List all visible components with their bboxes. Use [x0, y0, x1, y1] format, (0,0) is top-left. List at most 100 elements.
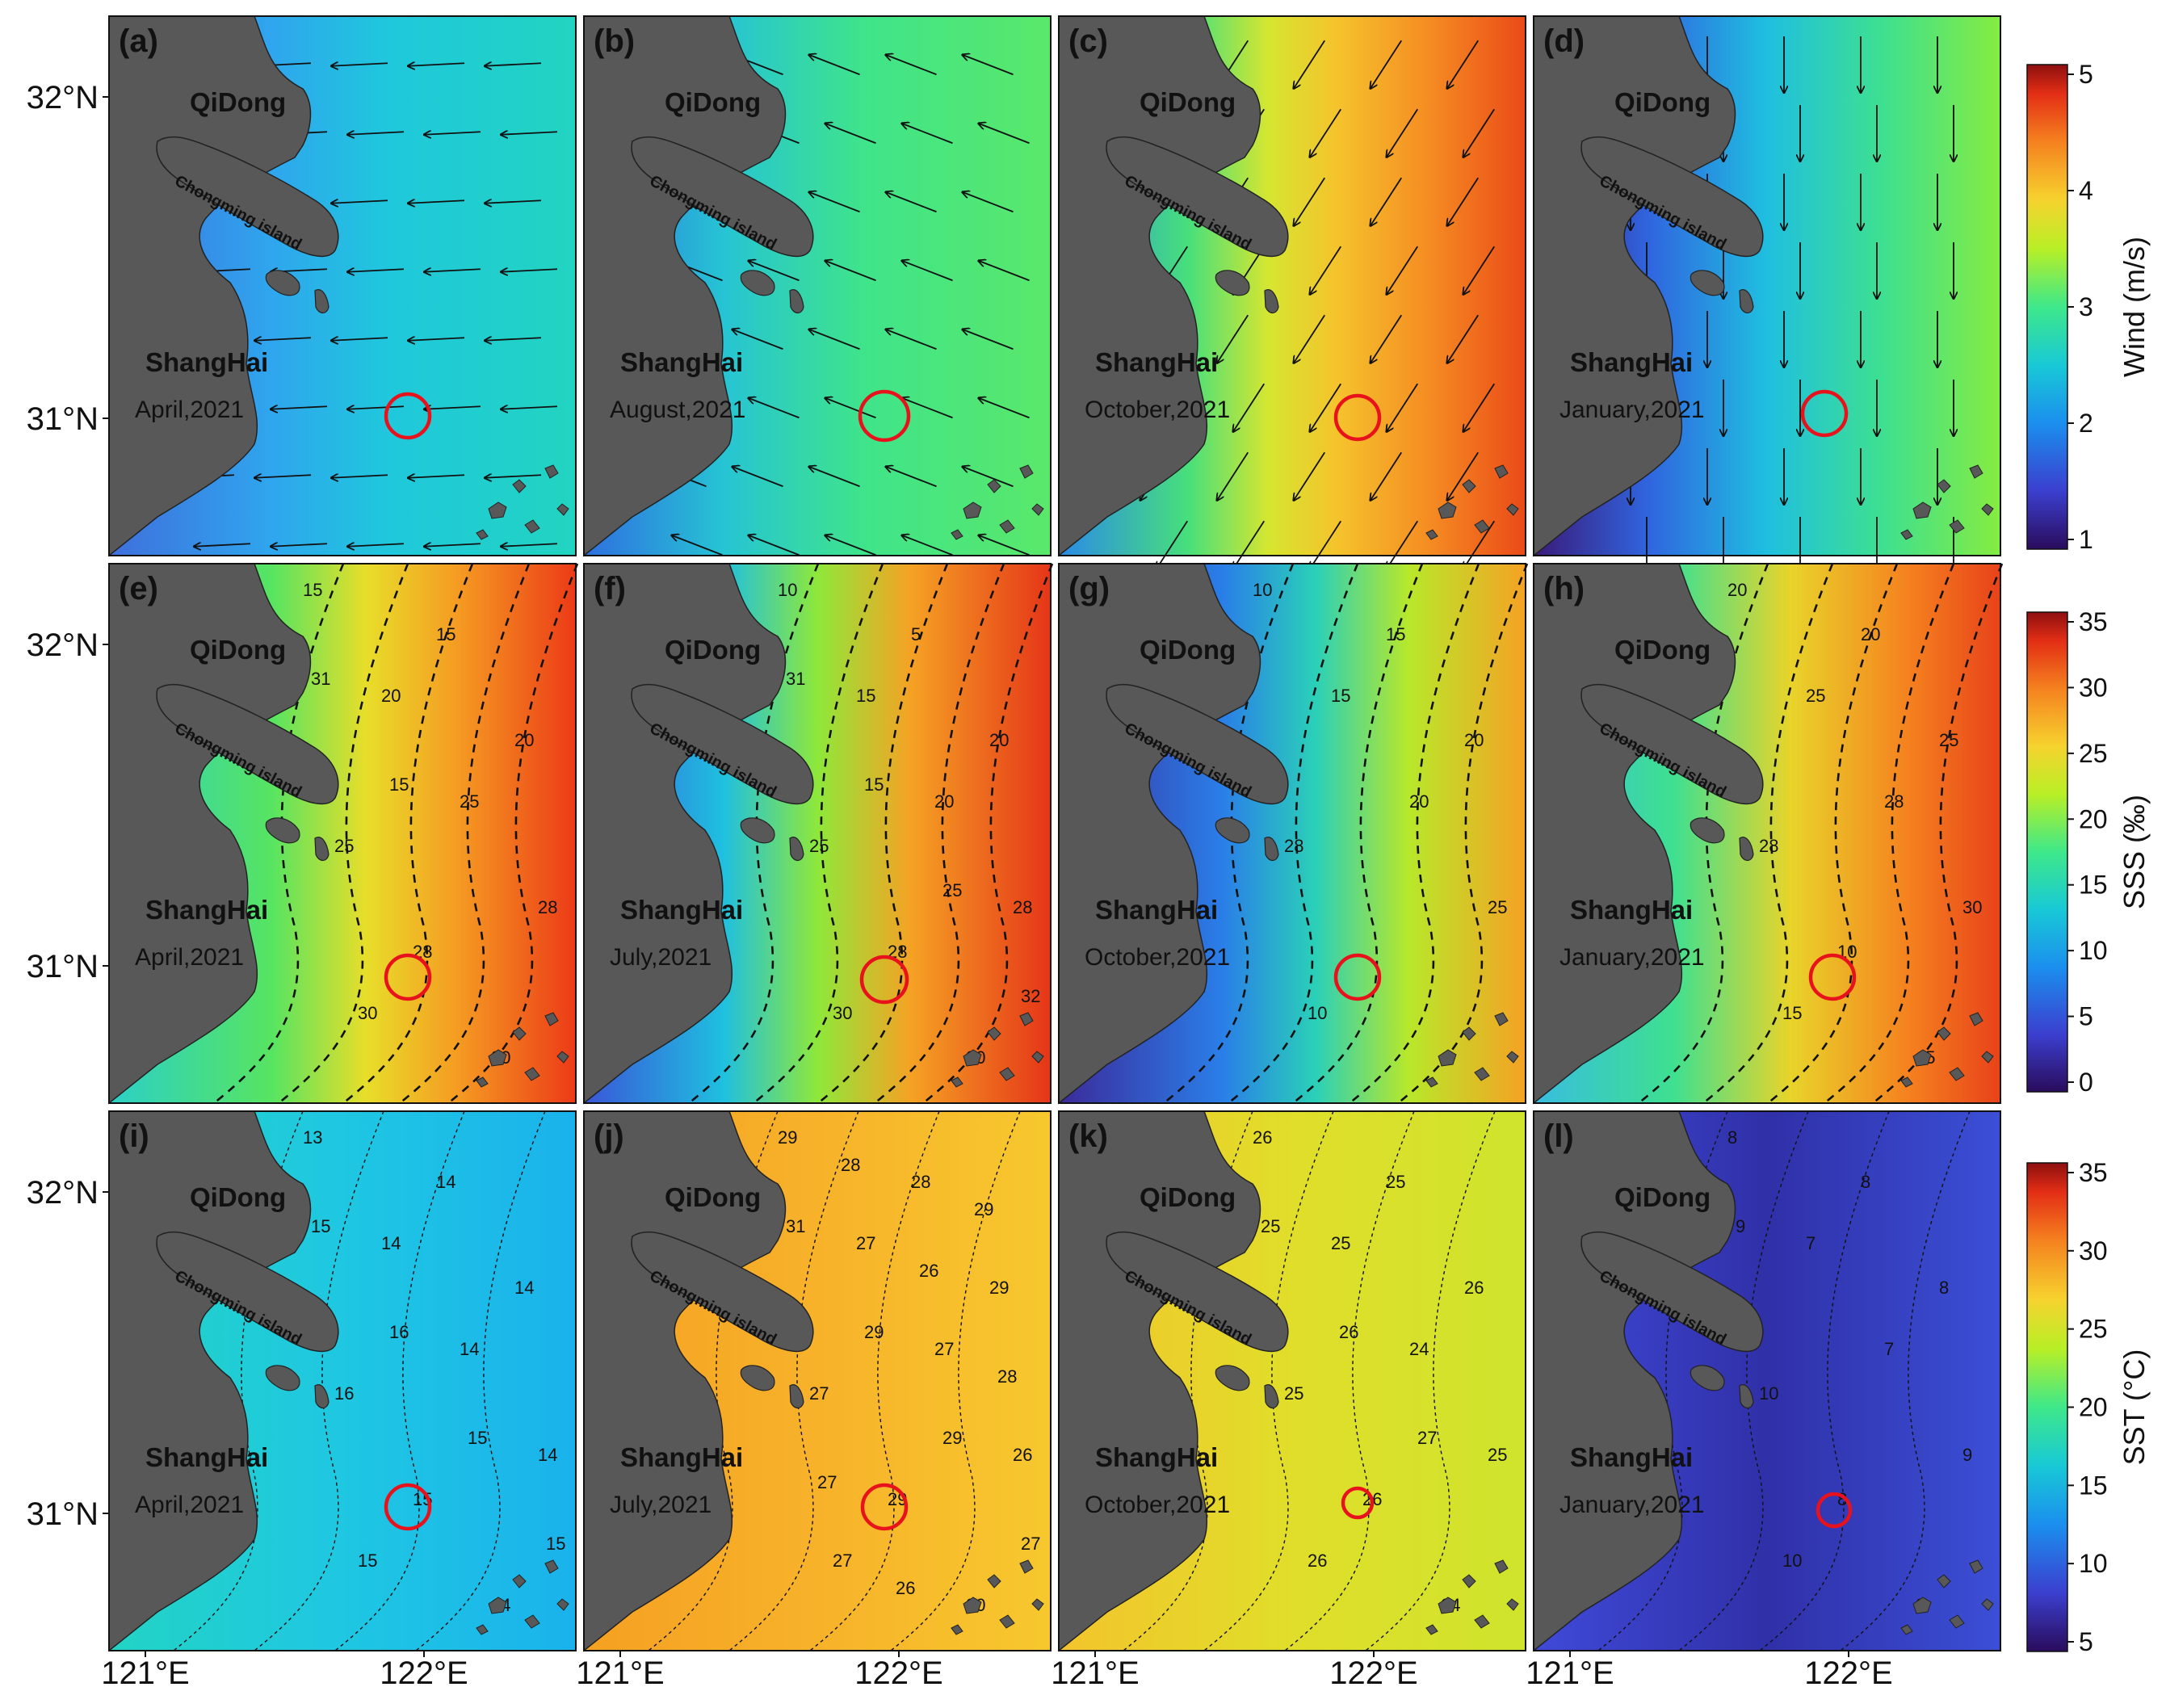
offshore-islet [1438, 501, 1457, 519]
panel-label: (h) [1543, 571, 1585, 606]
label-qidong: QiDong [665, 87, 761, 117]
contour-label: 28 [538, 897, 557, 917]
offshore-islet [1506, 1051, 1519, 1064]
panel-frame [108, 1110, 577, 1651]
chongming-island [156, 683, 339, 805]
contour-label: 27 [1417, 1428, 1437, 1448]
offshore-islet [512, 479, 527, 493]
wind-arrow [1371, 314, 1403, 363]
wind-arrow [408, 200, 465, 204]
colorbar-ramp [2026, 611, 2068, 1093]
contour-label: 15 [436, 624, 455, 644]
contour-label: 31 [786, 1216, 805, 1236]
panel-label: (b) [594, 23, 635, 59]
label-qidong: QiDong [1614, 1182, 1711, 1212]
contour-label: 27 [817, 1472, 837, 1492]
offshore-islet [1969, 464, 1983, 479]
small-island [1215, 270, 1250, 296]
wind-arrow [1294, 451, 1326, 501]
label-shanghai: ShangHai [1570, 895, 1693, 925]
chongming-island [1106, 136, 1289, 258]
chongming-island [631, 683, 814, 805]
wind-arrow [809, 467, 860, 488]
contour-label: 26 [919, 1261, 938, 1281]
offshore-islet [987, 1026, 1001, 1041]
chongming-island [156, 1231, 339, 1353]
wind-arrow [886, 467, 937, 488]
wind-arrow [1463, 245, 1496, 295]
date-label: August,2021 [610, 397, 745, 423]
contour-label: 25 [334, 836, 354, 856]
longitude-tick-label: 121°E [1526, 1656, 1614, 1691]
contour-label: 30 [833, 1003, 852, 1023]
station-marker [1815, 1492, 1853, 1529]
contour-label: 16 [334, 1383, 354, 1404]
offshore-islet [963, 1049, 982, 1067]
contour-label: 8 [1861, 1172, 1870, 1192]
label-shanghai: ShangHai [1095, 1442, 1218, 1472]
contour-label: 15 [358, 1551, 377, 1571]
date-label: January,2021 [1559, 1492, 1705, 1518]
wind-arrow [979, 398, 1030, 419]
colorbar-tick-label: 30 [2079, 1236, 2108, 1265]
contour-label: 15 [1331, 686, 1350, 706]
contour-label: 10 [1253, 580, 1272, 600]
contour-label: 15 [1386, 624, 1405, 644]
small-island [314, 289, 330, 314]
small-island [314, 837, 330, 862]
offshore-islet [1937, 1026, 1951, 1041]
contour-label: 25 [1488, 1445, 1507, 1465]
chongming-island [1106, 1231, 1289, 1353]
offshore-islet [1019, 1559, 1034, 1574]
date-label: October,2021 [1085, 944, 1230, 971]
panel-label: (e) [119, 571, 158, 606]
offshore-islet [1474, 1067, 1490, 1081]
latitude-tick-label: 31°N [27, 949, 99, 984]
contour-label: 28 [1013, 897, 1032, 917]
wind-arrow [271, 406, 328, 409]
contour-label: 20 [989, 730, 1009, 750]
contour-label: 28 [911, 1172, 930, 1192]
small-island [265, 1365, 300, 1391]
panel-frame [583, 15, 1052, 556]
offshore-islet [1474, 519, 1490, 534]
colorbar-tick-label: 10 [2079, 1549, 2108, 1578]
station-marker [384, 1483, 432, 1531]
chongming-island [631, 136, 814, 258]
offshore-islet [1438, 1049, 1457, 1067]
label-shanghai: ShangHai [1095, 347, 1218, 377]
offshore-islet [476, 529, 489, 540]
offshore-islet [1462, 1574, 1476, 1588]
offshore-islet [524, 519, 540, 534]
offshore-islet [1969, 1012, 1983, 1026]
station-marker [1341, 1486, 1375, 1520]
offshore-islet [1019, 1012, 1034, 1026]
contour-label: 20 [381, 686, 401, 706]
colorbar-tick-label: 0 [2079, 1068, 2093, 1097]
offshore-islet [488, 1049, 507, 1067]
wind-arrow [1463, 383, 1496, 432]
label-shanghai: ShangHai [1570, 347, 1693, 377]
wind-arrow [424, 406, 481, 409]
contour-label: 28 [1284, 836, 1303, 856]
offshore-islet [1494, 1012, 1509, 1026]
colorbar-sss: 35 30 25 20 15 10 5 0 SSS (‰) [2026, 607, 2151, 1097]
wind-arrow [825, 124, 876, 145]
contour-label: 27 [856, 1233, 875, 1253]
colorbar-tick-label: 5 [2079, 1002, 2093, 1031]
contour-label: 20 [934, 791, 954, 812]
offshore-islet [951, 1076, 963, 1088]
chongming-island [156, 136, 339, 258]
wind-arrow [347, 543, 405, 547]
offshore-islet [1981, 1598, 1994, 1611]
contour-label: 14 [381, 1233, 401, 1253]
offshore-islet [1949, 519, 1965, 534]
wind-arrow [501, 269, 558, 272]
contour-label: 10 [1782, 1551, 1802, 1571]
contour-label: 32 [1021, 986, 1040, 1006]
latitude-tick-label: 31°N [27, 401, 99, 437]
wind-arrow [1156, 520, 1189, 569]
offshore-islet [1425, 1624, 1438, 1635]
